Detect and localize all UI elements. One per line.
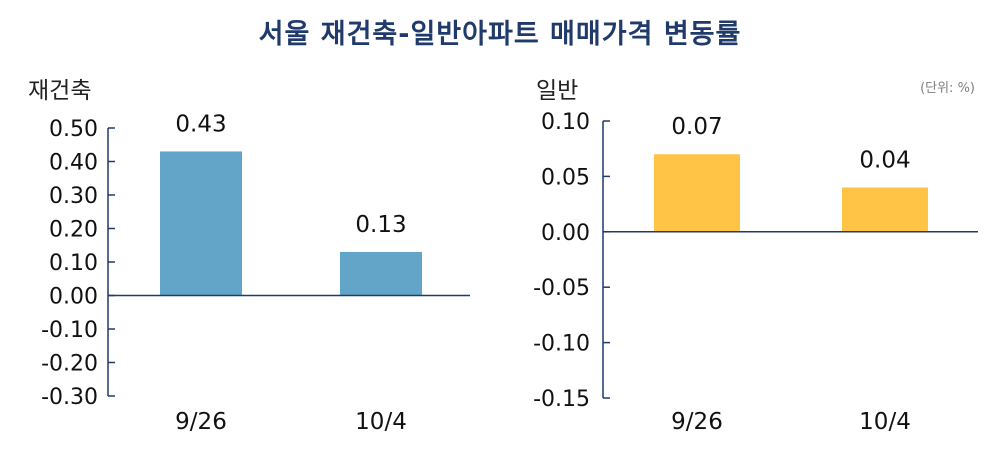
left-bar-2: [340, 251, 422, 296]
left-y-tick-label-8: -0.20: [41, 352, 98, 377]
left-bar-1: [160, 151, 242, 296]
left-value-label-2: 0.13: [355, 212, 406, 238]
right-category-label-1: 9/26: [671, 409, 723, 435]
right-y-tick-label-4: -0.05: [533, 276, 590, 301]
right-y-tick-label-6: -0.15: [533, 387, 590, 412]
left-y-tick-label-2: 0.40: [49, 151, 98, 176]
left-y-tick-label-5: 0.10: [49, 251, 98, 276]
left-category-label-1: 9/26: [175, 409, 227, 435]
left-value-label-1: 0.43: [175, 111, 226, 137]
left-panel-label: 재건축: [28, 78, 91, 104]
left-y-tick-label-3: 0.30: [49, 184, 98, 209]
right-bar-2: [842, 187, 928, 232]
right-panel-label: 일반: [536, 78, 578, 104]
right-category-label-2: 10/4: [859, 409, 911, 435]
left-y-tick-label-6: 0.00: [49, 285, 98, 310]
right-y-tick-label-1: 0.10: [541, 110, 590, 135]
right-bar-1: [654, 154, 740, 232]
left-y-tick-label-7: -0.10: [41, 318, 98, 343]
right-value-label-1: 0.07: [671, 114, 722, 140]
left-y-tick-label-9: -0.30: [41, 385, 98, 410]
left-y-tick-label-4: 0.20: [49, 218, 98, 243]
right-value-label-2: 0.04: [859, 147, 910, 173]
right-y-tick-label-3: 0.00: [541, 221, 590, 246]
chart-title: 서울 재건축-일반아파트 매매가격 변동률: [258, 19, 742, 50]
left-category-label-2: 10/4: [355, 409, 407, 435]
unit-note: (단위: %): [920, 81, 975, 96]
right-y-tick-label-2: 0.05: [541, 165, 590, 190]
left-y-tick-label-1: 0.50: [49, 117, 98, 142]
right-y-tick-label-5: -0.10: [533, 332, 590, 357]
